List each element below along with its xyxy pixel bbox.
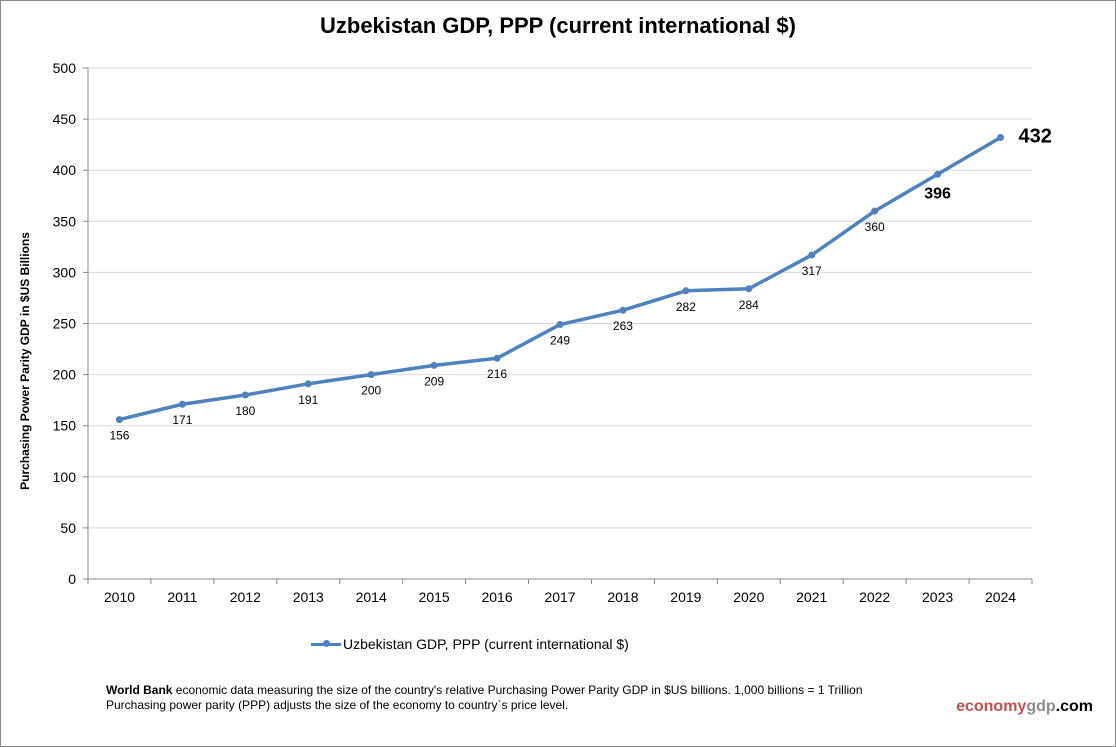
y-tick-label: 350 [53, 213, 77, 229]
x-tick-label: 2024 [985, 589, 1016, 605]
data-point [367, 371, 375, 379]
data-label: 171 [172, 413, 192, 427]
data-point [997, 133, 1005, 141]
data-point [178, 400, 186, 408]
x-tick-label: 2013 [293, 589, 324, 605]
data-point [682, 287, 690, 295]
legend-label: Uzbekistan GDP, PPP (current internation… [343, 636, 629, 652]
x-tick-label: 2011 [167, 589, 197, 605]
data-point [493, 354, 501, 362]
x-tick-label: 2020 [733, 589, 764, 605]
legend-swatch [311, 640, 341, 647]
data-label: 200 [361, 384, 381, 398]
data-label: 317 [802, 264, 822, 278]
footnote: World Bank economic data measuring the s… [106, 683, 863, 713]
data-point [241, 391, 249, 399]
x-tick-label: 2021 [796, 589, 827, 605]
y-tick-label: 0 [68, 571, 76, 587]
data-label: 360 [865, 220, 885, 234]
data-label: 284 [739, 298, 759, 312]
x-tick-label: 2022 [859, 589, 890, 605]
y-tick-label: 100 [53, 469, 77, 485]
data-point [304, 380, 312, 388]
data-label: 191 [298, 393, 318, 407]
y-tick-label: 500 [53, 60, 77, 76]
series-line [119, 135, 1002, 422]
data-point [115, 416, 123, 424]
data-label: 249 [550, 334, 570, 348]
x-tick-label: 2019 [670, 589, 701, 605]
x-tick-label: 2023 [922, 589, 953, 605]
brand-logo: economygdp.com [956, 698, 1093, 715]
data-point [871, 207, 879, 215]
x-tick-label: 2017 [544, 589, 575, 605]
chart-title: Uzbekistan GDP, PPP (current internation… [320, 13, 796, 38]
data-point [745, 285, 753, 293]
y-tick-label: 400 [53, 162, 77, 178]
source-name: World Bank [106, 683, 173, 697]
data-label: 282 [676, 300, 696, 314]
data-label: 432 [1019, 125, 1052, 147]
y-tick-label: 50 [60, 520, 76, 536]
data-point [430, 361, 438, 369]
data-label: 263 [613, 319, 633, 333]
y-tick-label: 250 [53, 316, 77, 332]
data-point [556, 321, 564, 329]
legend: Uzbekistan GDP, PPP (current internation… [311, 636, 629, 652]
data-label: 216 [487, 367, 507, 381]
y-tick-label: 150 [53, 418, 77, 434]
y-tick-label: 200 [53, 367, 77, 383]
x-tick-label: 2010 [104, 589, 135, 605]
data-point [619, 306, 627, 314]
x-tick-label: 2012 [230, 589, 261, 605]
data-label: 180 [235, 404, 255, 418]
data-label: 209 [424, 374, 444, 388]
data-point [934, 170, 942, 178]
y-tick-label: 300 [53, 264, 77, 280]
data-label: 156 [109, 429, 129, 443]
x-tick-label: 2018 [607, 589, 638, 605]
data-label: 396 [924, 185, 951, 202]
data-point [808, 251, 816, 259]
x-tick-label: 2014 [356, 589, 387, 605]
x-tick-label: 2016 [481, 589, 512, 605]
y-tick-label: 450 [53, 111, 77, 127]
x-tick-label: 2015 [419, 589, 450, 605]
footnote-line2: Purchasing power parity (PPP) adjusts th… [106, 698, 569, 712]
footnote-line1: economic data measuring the size of the … [172, 683, 863, 697]
